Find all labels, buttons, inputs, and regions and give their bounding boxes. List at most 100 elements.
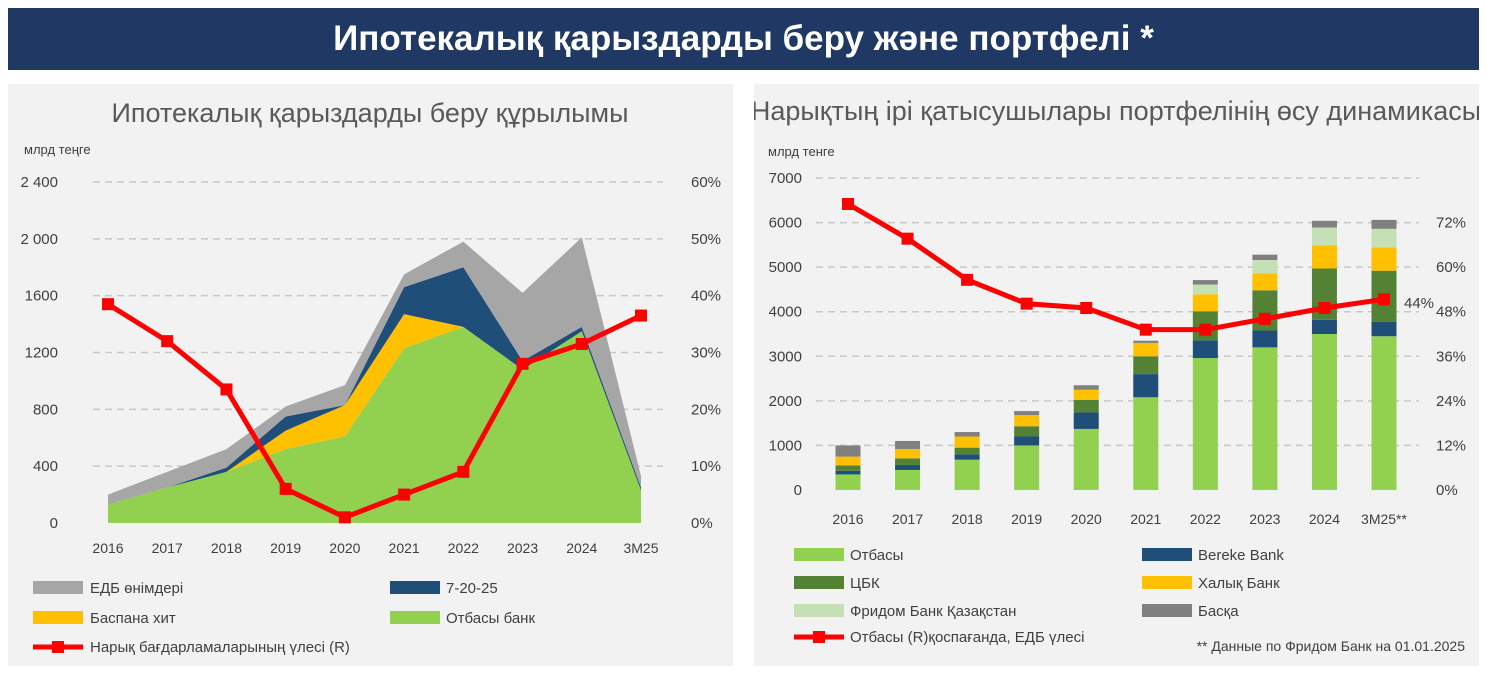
- y-tick-label: 2 400: [20, 174, 58, 191]
- legend-label-other: Басқа: [1198, 603, 1239, 620]
- share-point: [220, 383, 233, 396]
- x-tick-label: 2021: [389, 540, 420, 556]
- legend-swatch-freedom: [794, 604, 844, 617]
- share-point: [161, 335, 174, 348]
- x-tick-label: 3М25**: [1361, 511, 1407, 527]
- share-line: [106, 302, 643, 521]
- bar-халық-банк: [1014, 415, 1040, 427]
- y-tick-label: 1600: [25, 288, 58, 305]
- legend-label-bereke: Bereke Bank: [1198, 547, 1284, 564]
- bar-bereke-bank: [1133, 374, 1159, 398]
- legend-label-freedom: Фридом Банк Қазақстан: [850, 603, 1016, 620]
- bar-отбасы: [1371, 336, 1397, 490]
- area-отбасы-банк: [108, 326, 641, 523]
- y2-tick-label: 40%: [691, 288, 721, 305]
- share-point: [961, 273, 974, 286]
- bar-халық-банк: [1192, 294, 1218, 312]
- y-tick-label: 0: [50, 515, 58, 532]
- share-point: [1258, 312, 1271, 325]
- share-point: [102, 298, 114, 311]
- y-tick-label: 800: [33, 401, 58, 418]
- legend-marker-share: [52, 641, 64, 653]
- right-chart-title: Нарықтың ірі қатысушылары портфелінің өс…: [754, 96, 1479, 126]
- bar-басқа: [1311, 220, 1337, 228]
- bar-халық-банк: [1252, 273, 1278, 291]
- y-tick-label: 1000: [769, 437, 802, 454]
- bar-басқа: [1252, 254, 1278, 261]
- share-line: [846, 201, 1385, 333]
- y2-tick-label: 30%: [691, 345, 721, 362]
- share-point: [516, 357, 529, 370]
- share-point: [398, 488, 411, 501]
- bar-отбасы: [1014, 445, 1040, 490]
- x-tick-label: 2020: [1071, 511, 1102, 527]
- share-point: [842, 198, 854, 210]
- y-tick-label: 3000: [769, 348, 802, 365]
- bar-отбасы: [954, 459, 980, 490]
- y-tick-label: 7000: [769, 170, 802, 187]
- y-tick-label: 400: [33, 458, 58, 475]
- x-tick-label: 2016: [92, 540, 123, 556]
- y-tick-label: 5000: [769, 259, 802, 276]
- bar-цбк: [1073, 399, 1099, 413]
- left-chart-panel: Ипотекалық қарыздарды беру құрылымы млрд…: [8, 84, 733, 666]
- legend-swatch-otbasy: [794, 548, 844, 561]
- share-point: [1199, 323, 1212, 336]
- bar-цбк: [954, 447, 980, 455]
- y-tick-label: 2000: [769, 393, 802, 410]
- left-chart: Ипотекалық қарыздарды беру құрылымы млрд…: [20, 98, 721, 656]
- legend-swatch-baspana: [33, 611, 83, 624]
- bar-bereke-bank: [835, 470, 861, 475]
- legend-label-share: Отбасы (R)қоспағанда, ЕДБ үлесі: [850, 629, 1084, 646]
- page-title: Ипотекалық қарыздарды беру және портфелі…: [8, 8, 1479, 70]
- share-point: [338, 511, 351, 524]
- share-point: [1080, 302, 1093, 314]
- bar-басқа: [954, 432, 980, 437]
- x-tick-label: 2024: [1309, 511, 1340, 527]
- bar-халық-банк: [835, 456, 861, 466]
- y2-tick-label: 50%: [691, 231, 721, 248]
- bar-басқа: [895, 440, 921, 449]
- share-point: [1378, 293, 1390, 306]
- legend-swatch-bereke: [1142, 548, 1192, 561]
- y2-tick-label: 12%: [1436, 437, 1466, 454]
- x-tick-label: 2023: [1249, 511, 1280, 527]
- area-едб-өнімдері: [108, 237, 641, 505]
- bar-халық-банк: [1311, 245, 1337, 269]
- y-tick-label: 4000: [769, 304, 802, 321]
- bar-цбк: [1133, 356, 1159, 375]
- legend-swatch-otbasy: [390, 611, 440, 624]
- right-chart: Нарықтың ірі қатысушылары портфелінің өс…: [754, 96, 1479, 654]
- y2-tick-label: 24%: [1436, 393, 1466, 410]
- y2-tick-label: 72%: [1436, 215, 1466, 232]
- bar-халық-банк: [1133, 342, 1159, 357]
- x-tick-label: 2019: [1011, 511, 1042, 527]
- x-tick-label: 2024: [566, 540, 597, 556]
- legend-swatch-other: [1142, 604, 1192, 617]
- y2-tick-label: 48%: [1436, 304, 1466, 321]
- y-tick-label: 0: [794, 482, 802, 499]
- y2-tick-label: 36%: [1436, 348, 1466, 365]
- last-value-label: 44%: [1404, 295, 1434, 312]
- y2-tick-label: 20%: [691, 401, 721, 418]
- bar-отбасы: [1311, 334, 1337, 490]
- bar-фридом-банк-қазақстан: [1311, 227, 1337, 246]
- share-point: [635, 309, 647, 322]
- bar-басқа: [1014, 411, 1040, 416]
- left-chart-unit: млрд теңге: [24, 142, 91, 157]
- bar-bereke-bank: [1252, 330, 1278, 348]
- bar-bereke-bank: [954, 454, 980, 460]
- x-tick-label: 2016: [832, 511, 863, 527]
- bar-bereke-bank: [1073, 412, 1099, 429]
- legend-label-72025: 7-20-25: [446, 580, 498, 597]
- y2-tick-label: 60%: [1436, 259, 1466, 276]
- share-point: [457, 465, 470, 478]
- bar-цбк: [835, 465, 861, 471]
- bar-bereke-bank: [1014, 436, 1040, 446]
- legend-swatch-cbk: [794, 576, 844, 589]
- x-tick-label: 2017: [152, 540, 183, 556]
- share-point: [901, 232, 914, 245]
- x-tick-label: 2018: [211, 540, 242, 556]
- bar-халық-банк: [895, 448, 921, 459]
- bar-отбасы: [895, 469, 921, 490]
